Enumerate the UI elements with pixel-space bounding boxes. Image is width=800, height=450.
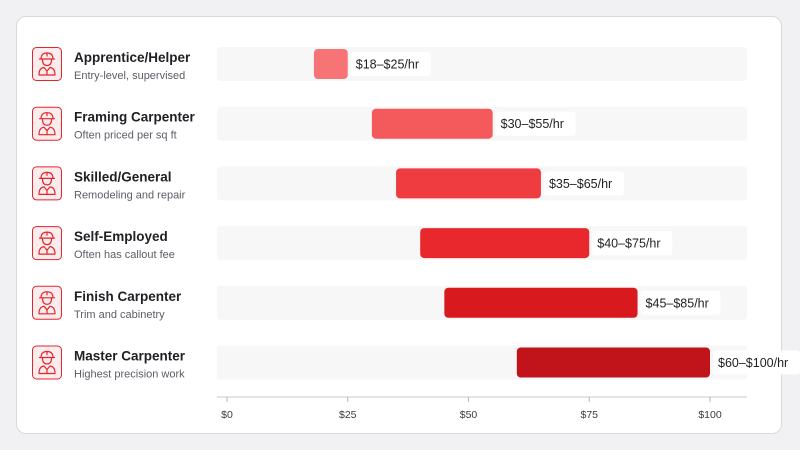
range-label: $40–$75/hr [597, 237, 660, 251]
range-label-bg [640, 290, 721, 315]
category-title: Skilled/General [74, 169, 172, 184]
x-tick-label: $25 [339, 409, 357, 421]
worker-icon [32, 106, 62, 141]
category-title: Finish Carpenter [74, 289, 182, 304]
range-label-bg [543, 171, 624, 196]
category-title: Apprentice/Helper [74, 50, 191, 65]
worker-icon [32, 345, 62, 380]
category-subtitle: Trim and cabinetry [74, 309, 165, 321]
x-tick-label: $75 [580, 409, 598, 421]
worker-icon [32, 47, 62, 81]
range-label-bg [592, 231, 673, 256]
category-title: Master Carpenter [74, 349, 186, 364]
category-subtitle: Often has callout fee [74, 249, 175, 261]
range-bar [516, 347, 710, 378]
range-label: $60–$100/hr [718, 356, 788, 370]
category-title: Self-Employed [74, 229, 168, 244]
range-label-bg [713, 350, 800, 375]
range-label: $35–$65/hr [549, 177, 612, 191]
worker-icon [32, 166, 62, 201]
category-title: Framing Carpenter [74, 110, 196, 125]
range-bar [313, 49, 348, 79]
range-label: $45–$85/hr [646, 296, 709, 310]
range-label: $18–$25/hr [356, 58, 419, 72]
worker-icon [32, 285, 62, 320]
range-label-bg [350, 52, 431, 76]
worker-icon [32, 226, 62, 261]
range-bar [444, 287, 638, 318]
category-subtitle: Highest precision work [74, 369, 185, 381]
row-track [217, 47, 747, 81]
x-tick-label: $100 [698, 409, 722, 421]
x-tick-label: $50 [460, 409, 478, 421]
x-tick-label: $0 [221, 409, 233, 421]
range-bar [371, 108, 493, 139]
category-subtitle: Remodeling and repair [74, 189, 186, 201]
range-bar [420, 228, 590, 259]
range-label: $30–$55/hr [501, 117, 564, 131]
range-bar [396, 168, 541, 199]
category-subtitle: Entry-level, supervised [74, 70, 185, 82]
range-label-bg [495, 111, 576, 136]
category-subtitle: Often priced per sq ft [74, 130, 177, 142]
